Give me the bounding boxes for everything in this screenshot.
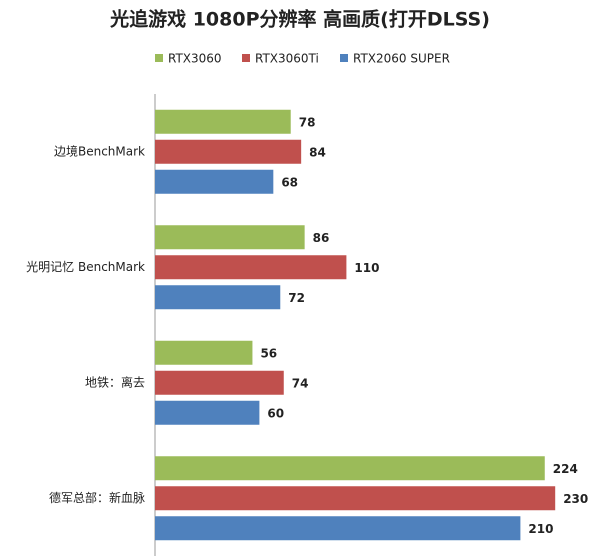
legend-swatch (242, 54, 250, 62)
chart-title: 光追游戏 1080P分辨率 高画质(打开DLSS) (109, 8, 490, 31)
legend-swatch (155, 54, 163, 62)
value-label: 74 (292, 376, 309, 390)
bar (155, 456, 545, 481)
bar (155, 516, 521, 541)
value-label: 210 (528, 522, 553, 536)
bar (155, 486, 556, 511)
value-label: 72 (288, 291, 305, 305)
legend-swatch (340, 54, 348, 62)
bar (155, 169, 274, 194)
bar (155, 109, 291, 134)
bar (155, 370, 284, 395)
category-label: 光明记忆 BenchMark (26, 260, 145, 274)
value-label: 230 (563, 492, 588, 506)
legend-label: RTX3060Ti (255, 52, 319, 66)
bar (155, 400, 260, 425)
value-label: 78 (299, 115, 316, 129)
bar (155, 285, 281, 310)
bar (155, 255, 347, 280)
value-label: 56 (260, 346, 277, 360)
bar (155, 225, 305, 250)
category-label: 德军总部：新血脉 (49, 490, 145, 505)
value-label: 224 (553, 462, 578, 476)
category-label: 地铁：离去 (85, 374, 145, 389)
value-label: 60 (267, 406, 284, 420)
bar (155, 139, 302, 164)
value-label: 68 (281, 175, 298, 189)
value-label: 84 (309, 145, 326, 159)
bar (155, 340, 253, 365)
legend-label: RTX2060 SUPER (353, 52, 450, 66)
value-label: 110 (354, 261, 379, 275)
value-label: 86 (313, 231, 330, 245)
category-label: 边境BenchMark (54, 143, 145, 158)
legend-label: RTX3060 (168, 52, 222, 66)
